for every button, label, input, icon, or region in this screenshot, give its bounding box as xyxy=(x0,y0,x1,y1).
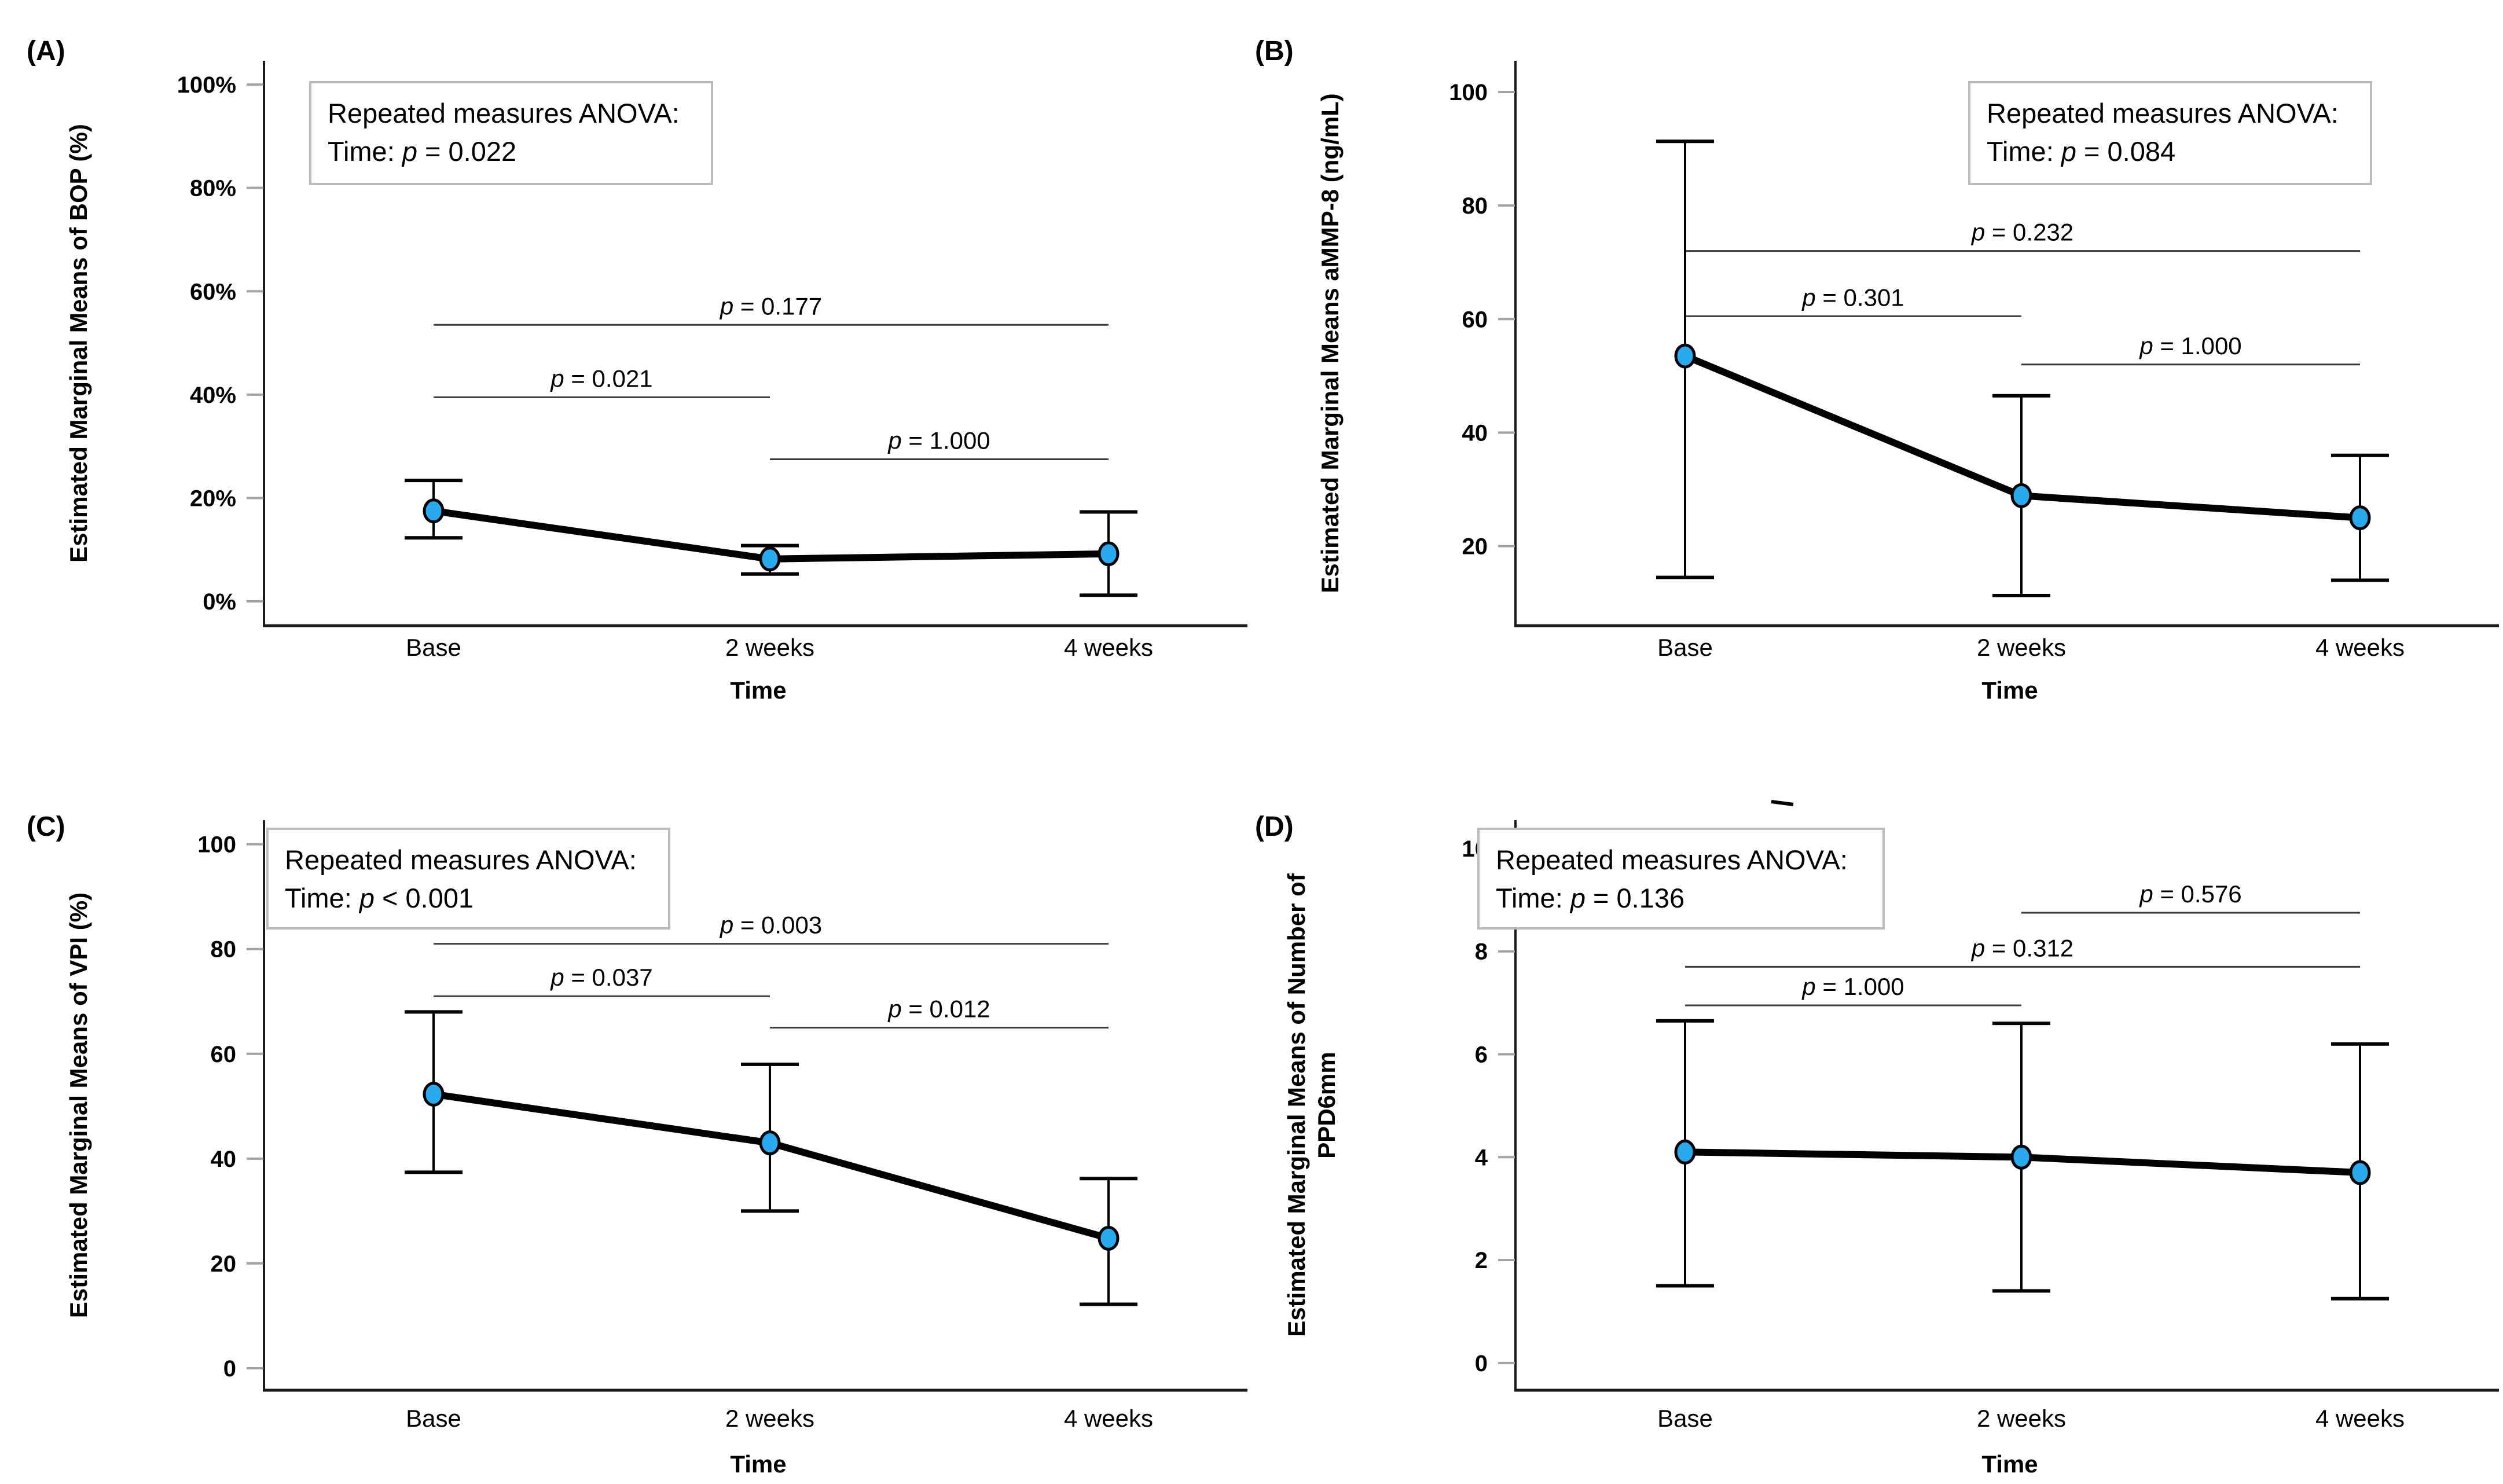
significance-p-label: p = 1.000 xyxy=(2138,332,2241,359)
data-point-marker xyxy=(423,1081,445,1107)
data-point-marker xyxy=(1674,343,1696,369)
significance-p-label: p = 0.037 xyxy=(549,964,652,991)
y-tick-label: 20 xyxy=(1462,534,1488,560)
anova-box xyxy=(1968,81,2372,185)
x-tick-label: 4 weeks xyxy=(2315,634,2405,661)
x-tick-label: 2 weeks xyxy=(1977,634,2066,661)
panel-b-plot: 20 40 60 80 100 Estimated Marginal Means aMMP… xyxy=(1255,36,2499,704)
x-tick-label: Base xyxy=(1657,634,1713,661)
y-tick-label: 6 xyxy=(1475,1042,1488,1067)
significance-p-label: p = 0.177 xyxy=(719,292,822,319)
y-tick-label: 80 xyxy=(1462,193,1488,219)
x-axis-title: Time xyxy=(730,677,786,704)
y-tick-label: 100% xyxy=(177,72,236,98)
x-tick-label: 4 weeks xyxy=(1064,1405,1153,1432)
data-point-marker xyxy=(2010,483,2032,508)
y-tick-label: 8 xyxy=(1475,939,1488,965)
y-tick-label: 40% xyxy=(190,383,236,408)
y-tick-label: 60% xyxy=(190,279,236,304)
data-point-marker xyxy=(1674,1139,1696,1165)
panel-d-ppd6mm-chart: 0 2 4 6 8 10 Estimated Marginal Means of Numbe… xyxy=(1252,742,2503,1484)
y-axis-title: Estimated Marginal Means aMMP-8 (ng/mL) xyxy=(1316,93,1344,593)
y-tick-label: 100 xyxy=(1449,80,1488,105)
y-tick-label: 60 xyxy=(211,1042,237,1067)
y-tick-label: 80 xyxy=(211,937,237,963)
anova-line2: Time: p = 0.136 xyxy=(1496,883,1684,913)
significance-p-label: p = 1.000 xyxy=(1801,973,1904,1000)
significance-p-label: p = 0.021 xyxy=(549,365,652,392)
x-axis-title: Time xyxy=(1981,1450,2038,1478)
y-axis-title: Estimated Marginal Means of BOP (%) xyxy=(65,124,92,563)
panel-c-plot: 0 20 40 60 80 100 Estimated Marginal Means of … xyxy=(27,811,1247,1478)
anova-line2: Time: p = 0.022 xyxy=(328,136,516,167)
stray-dash-artifact xyxy=(1771,800,1794,806)
x-axis-title: Time xyxy=(1981,677,2038,704)
y-tick-label: 80% xyxy=(190,176,236,201)
data-point-marker xyxy=(423,498,445,524)
significance-p-label: p = 1.000 xyxy=(887,427,990,454)
y-tick-label: 60 xyxy=(1462,307,1488,332)
x-tick-label: 2 weeks xyxy=(725,1405,814,1432)
panel-a-plot: 0% 20% 40% 60% 80% 100% Estimated Marginal Mea… xyxy=(27,36,1247,704)
y-tick-label: 2 xyxy=(1475,1248,1488,1273)
x-tick-label: 4 weeks xyxy=(1064,634,1153,661)
anova-line1: Repeated measures ANOVA: xyxy=(1987,98,2339,128)
data-point-marker xyxy=(1098,1225,1120,1251)
panel-letter-label: (B) xyxy=(1255,36,1294,67)
data-point-marker xyxy=(759,1130,781,1156)
x-tick-label: 4 weeks xyxy=(2315,1405,2405,1432)
data-point-marker xyxy=(759,546,781,572)
y-tick-label: 0 xyxy=(223,1356,236,1382)
panel-letter-label: (A) xyxy=(27,36,65,67)
significance-p-label: p = 0.312 xyxy=(1970,934,2073,961)
panel-letter-label: (D) xyxy=(1255,811,1294,842)
significance-p-label: p = 0.576 xyxy=(2138,880,2241,908)
data-point-marker xyxy=(2010,1144,2032,1170)
significance-p-label: p = 0.003 xyxy=(719,912,822,939)
data-point-marker xyxy=(1098,541,1120,567)
x-tick-label: Base xyxy=(406,1405,461,1432)
anova-line1: Repeated measures ANOVA: xyxy=(328,98,680,128)
significance-p-label: p = 0.301 xyxy=(1801,284,1904,311)
x-tick-label: Base xyxy=(1657,1405,1713,1432)
y-tick-label: 40 xyxy=(1462,420,1488,446)
data-point-marker xyxy=(2349,1160,2371,1185)
anova-box xyxy=(1477,828,1885,930)
y-tick-label: 40 xyxy=(211,1147,237,1172)
y-axis-title: Estimated Marginal Means of Number of xyxy=(1283,873,1310,1336)
anova-box xyxy=(266,828,670,930)
y-tick-label: 0% xyxy=(203,589,236,615)
y-tick-label: 100 xyxy=(197,832,236,858)
significance-p-label: p = 0.012 xyxy=(887,996,990,1023)
y-axis-title: PPD6mm xyxy=(1313,1052,1340,1158)
anova-line2: Time: p < 0.001 xyxy=(285,883,474,913)
panel-letter-label: (C) xyxy=(27,811,65,842)
x-axis-title: Time xyxy=(730,1450,786,1478)
data-point-marker xyxy=(2349,505,2371,531)
y-axis-title: Estimated Marginal Means of VPI (%) xyxy=(65,892,92,1318)
panel-b-ammp8-chart: 20 40 60 80 100 Estimated Marginal Means aMMP… xyxy=(1252,0,2503,742)
y-tick-label: 4 xyxy=(1475,1145,1488,1170)
y-tick-label: 20 xyxy=(211,1251,237,1277)
panel-a-bop-chart: 0% 20% 40% 60% 80% 100% Estimated Marginal Mea… xyxy=(0,0,1252,742)
y-tick-label: 20% xyxy=(190,486,236,511)
significance-p-label: p = 0.232 xyxy=(1970,219,2073,246)
x-tick-label: 2 weeks xyxy=(1977,1405,2066,1432)
anova-box xyxy=(309,81,713,185)
x-tick-label: 2 weeks xyxy=(725,634,814,661)
y-tick-label: 0 xyxy=(1475,1351,1488,1376)
x-tick-label: Base xyxy=(406,634,461,661)
panel-c-vpi-chart: 0 20 40 60 80 100 Estimated Marginal Means of … xyxy=(0,742,1252,1484)
anova-line1: Repeated measures ANOVA: xyxy=(285,844,637,875)
anova-line1: Repeated measures ANOVA: xyxy=(1496,844,1848,875)
anova-line2: Time: p = 0.084 xyxy=(1987,136,2175,167)
